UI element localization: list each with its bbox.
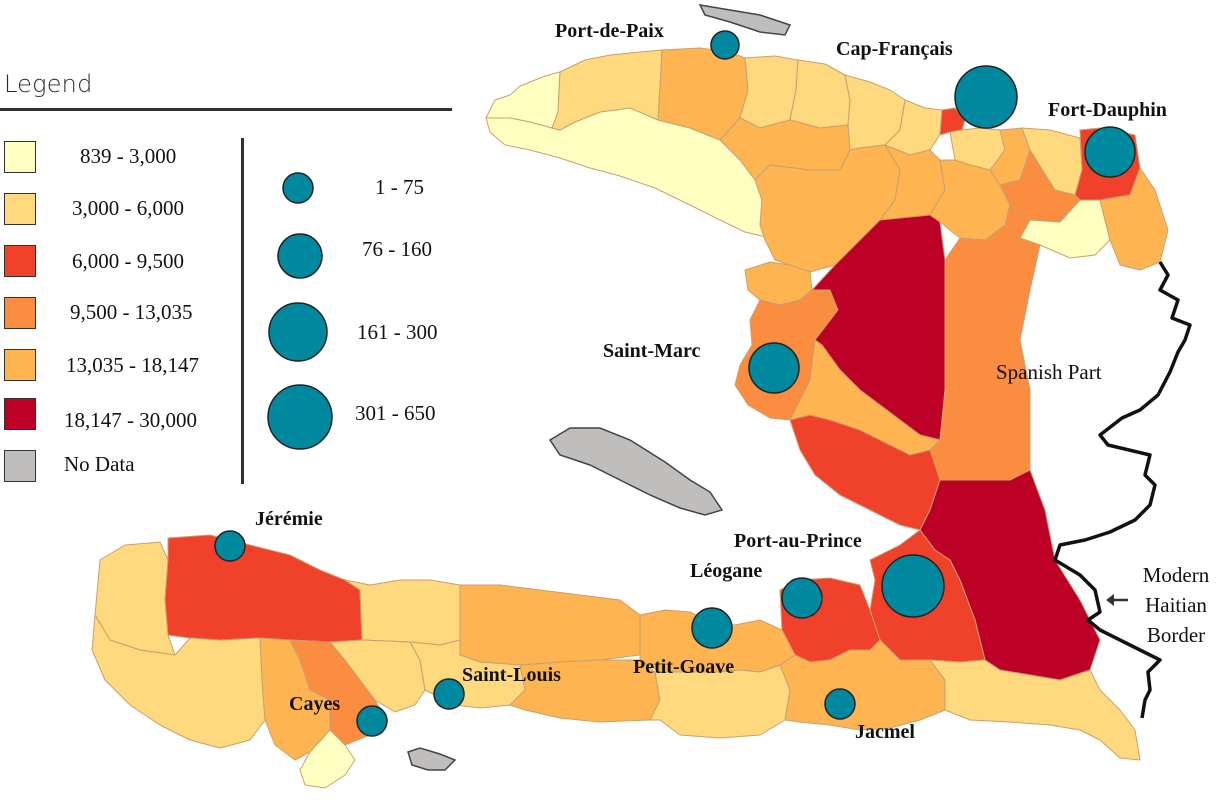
region-n-1 <box>551 49 663 131</box>
legend-circle-label: 301 - 650 <box>355 401 436 425</box>
legend-range-label: No Data <box>64 452 135 476</box>
city-marker-leogane <box>781 577 823 619</box>
legend-range-label: 6,000 - 9,500 <box>72 249 184 273</box>
legend-swatch-2 <box>4 193 36 225</box>
island-tortuga <box>698 4 792 36</box>
legend-circle-small <box>282 172 314 204</box>
legend-swatch-7 <box>4 450 36 482</box>
region-cayes-pale <box>299 729 356 789</box>
region-n-4 <box>789 59 851 129</box>
legend-circle-large <box>268 302 328 362</box>
city-label-jeremie: Jérémie <box>255 508 323 530</box>
city-label-saint-louis: Saint-Louis <box>462 664 561 686</box>
region-ne-1 <box>1099 167 1169 271</box>
region-se-1 <box>929 659 1141 761</box>
city-marker-saint-louis <box>433 678 465 710</box>
legend-range-label: 839 - 3,000 <box>80 144 177 168</box>
legend-circle-xlarge <box>267 384 333 450</box>
legend-divider <box>0 108 452 111</box>
legend-circle-medium <box>277 233 323 279</box>
legend-column-divider <box>241 138 244 484</box>
spanish-part-label: Spanish Part <box>996 360 1102 384</box>
city-label-port-de-paix: Port-de-Paix <box>555 20 664 42</box>
border-label-line: Haitian <box>1145 593 1207 617</box>
region-s-1 <box>344 579 461 646</box>
city-marker-saint-marc <box>748 342 800 394</box>
city-label-leogane: Léogane <box>690 560 763 582</box>
legend-swatch-4 <box>4 297 36 329</box>
island-gonave <box>548 427 724 516</box>
region-c-3 <box>929 204 1041 481</box>
city-label-jacmel: Jacmel <box>855 721 915 743</box>
city-marker-jacmel <box>824 688 856 720</box>
legend-title: Legend <box>4 70 93 98</box>
city-label-saint-marc: Saint-Marc <box>603 340 701 362</box>
city-label-petit-goave: Petit-Goave <box>633 656 735 678</box>
city-label-fort-dauphin: Fort-Dauphin <box>1048 99 1167 121</box>
city-marker-fort-dauphin <box>1084 126 1136 178</box>
border-arrow <box>1106 594 1128 606</box>
legend-swatch-5 <box>4 349 36 381</box>
legend-circle-label: 76 - 160 <box>362 237 432 261</box>
city-label-cap-francais: Cap-Français <box>836 38 953 60</box>
city-marker-petit-goave <box>691 607 733 649</box>
border-label-line: Modern <box>1142 563 1210 587</box>
region-s-4 <box>329 639 426 713</box>
region-n-3 <box>739 55 799 129</box>
legend-range-label: 18,147 - 30,000 <box>64 408 197 432</box>
border-label-line: Border <box>1146 623 1206 647</box>
region-jeremie <box>164 534 363 643</box>
city-marker-cayes <box>356 705 388 737</box>
legend-range-label: 9,500 - 13,035 <box>70 300 193 324</box>
legend-range-label: 3,000 - 6,000 <box>72 196 184 220</box>
legend-circle-label: 1 - 75 <box>375 175 424 199</box>
island-vache <box>407 747 457 771</box>
legend-swatch-6 <box>4 398 36 430</box>
city-label-cayes: Cayes <box>289 693 341 715</box>
region-s-2 <box>459 584 641 666</box>
city-marker-cap-francais <box>954 65 1018 129</box>
city-marker-port-de-paix <box>710 30 740 60</box>
legend-swatch-1 <box>4 141 36 173</box>
legend-circle-label: 161 - 300 <box>357 320 438 344</box>
city-marker-jeremie <box>214 530 246 562</box>
city-marker-port-au-prince <box>881 554 945 618</box>
city-label-port-au-prince: Port-au-Prince <box>734 530 862 552</box>
legend-range-label: 13,035 - 18,147 <box>66 353 199 377</box>
legend-swatch-3 <box>4 245 36 277</box>
modern-haitian-border <box>1053 261 1192 719</box>
